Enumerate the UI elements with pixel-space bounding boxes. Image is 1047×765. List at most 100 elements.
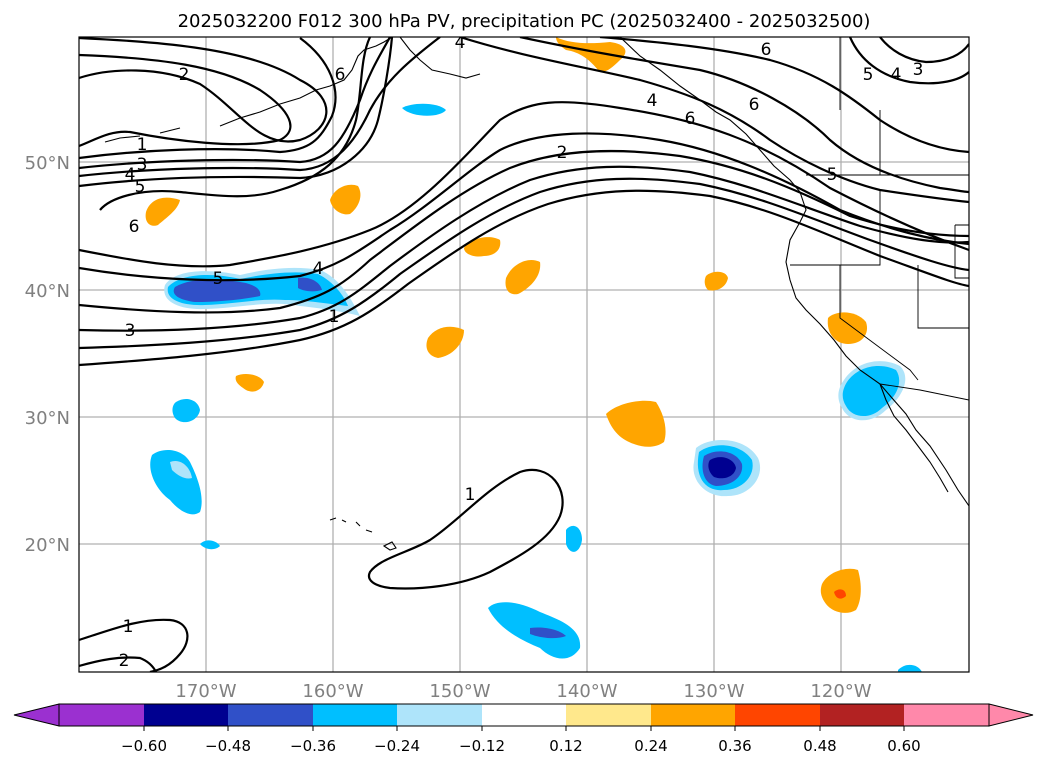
contour-label: 6 [761, 40, 772, 60]
contour-label: 3 [137, 155, 148, 175]
pv-contour-line [79, 618, 189, 672]
colorbar-tick-label: −0.12 [459, 737, 505, 755]
lon-label: 160°W [302, 681, 363, 702]
pv-contour-line [79, 37, 394, 188]
precip-negative-area [150, 449, 202, 515]
precip-negative-area [172, 398, 200, 423]
contour-label: 3 [913, 60, 924, 80]
pv-contour-line [79, 37, 328, 143]
state-border [917, 265, 969, 329]
colorbar-tick-label: 0.60 [887, 737, 920, 755]
precip-positive-area [235, 374, 264, 392]
contour-label: 2 [179, 65, 190, 85]
state-border [954, 224, 969, 279]
colorbar-segment [228, 704, 313, 726]
contour-label: 2 [557, 143, 568, 163]
pv-contour-line [79, 37, 391, 170]
contour-label: 1 [137, 135, 148, 155]
pv-contour-line [79, 189, 969, 367]
latitude-labels: 50°N 40°N 30°N 20°N [25, 153, 70, 556]
pv-contour-line [79, 37, 337, 160]
alaska-coast [399, 37, 481, 79]
pv-contours [79, 37, 969, 672]
pv-contour-line [879, 37, 969, 64]
contour-label: 5 [827, 165, 838, 185]
contour-label: 1 [329, 307, 340, 327]
colorbar-segment [144, 704, 228, 726]
colorbar-segment [820, 704, 904, 726]
hawaii-islands [329, 517, 397, 551]
precip-negative-area [566, 525, 582, 552]
precip-positive-area [505, 259, 541, 295]
contour-labels: 2 1 3 4 5 6 4 2 6 5 4 3 6 4 6 5 6 5 4 3 [119, 33, 924, 671]
us-west-coast [785, 221, 969, 507]
contour-label: 4 [313, 259, 324, 279]
contour-label: 3 [125, 321, 136, 341]
lat-label: 50°N [25, 153, 70, 174]
pv-contour-line [79, 37, 441, 178]
state-border [839, 265, 919, 381]
lon-label: 150°W [429, 681, 490, 702]
precip-positive-area [330, 184, 361, 215]
colorbar-ticks [143, 726, 905, 731]
contour-label: 5 [863, 65, 874, 85]
colorbar-segment [651, 704, 735, 726]
contour-label: 6 [335, 65, 346, 85]
precip-positive-area [426, 326, 464, 358]
pv-contour-line [848, 37, 969, 85]
precip-negative-area [173, 279, 261, 302]
pv-contour-line [599, 37, 969, 154]
colorbar-extend-right [988, 703, 1034, 727]
precip-negative-area [200, 540, 220, 550]
pv-contour-line [79, 101, 969, 268]
colorbar-segment [313, 704, 397, 726]
lon-label: 120°W [810, 681, 871, 702]
contour-label: 6 [129, 217, 140, 237]
precip-negative-area [402, 103, 446, 116]
pv-contour-line [99, 37, 371, 211]
contour-label: 5 [213, 269, 224, 289]
longitude-labels: 170°W 160°W 150°W 140°W 130°W 120°W [175, 681, 871, 702]
map-frame [78, 36, 970, 673]
lon-label: 140°W [556, 681, 617, 702]
map-plot-area: 2 1 3 4 5 6 4 2 6 5 4 3 6 4 6 5 6 5 4 3 [78, 33, 970, 673]
lat-label: 40°N [25, 281, 70, 302]
precip-negative-area [708, 457, 736, 479]
lat-label: 30°N [25, 408, 70, 429]
precip-negative-area [170, 460, 192, 479]
colorbar-tick-label: 0.48 [803, 737, 836, 755]
colorbar-extend-left [13, 703, 60, 727]
colorbar-tick-label: −0.36 [290, 737, 336, 755]
colorbar-tick-label: −0.24 [374, 737, 420, 755]
precip-negative-area [298, 277, 322, 292]
precip-positive-area [145, 197, 180, 226]
contour-label: 4 [891, 65, 902, 85]
contour-label: 1 [123, 617, 134, 637]
contour-label: 2 [119, 651, 130, 671]
colorbar-tick-label: 0.24 [634, 737, 667, 755]
state-border [839, 37, 881, 175]
pv-contour-line [79, 165, 969, 332]
coastlines [104, 37, 969, 551]
precip-negative-area [842, 366, 900, 417]
colorbar-segment [482, 704, 566, 726]
lon-label: 130°W [683, 681, 744, 702]
precip-negative-area [530, 627, 566, 639]
pv-contour-line [519, 37, 969, 194]
colorbar-segment [397, 704, 482, 726]
colorbar-tick-label: −0.60 [121, 737, 167, 755]
precip-negative-area [898, 664, 922, 672]
pv-contour-line [459, 37, 969, 204]
contour-label: 4 [455, 33, 466, 53]
precip-positive-area [834, 589, 846, 599]
colorbar-tick-label: 0.36 [718, 737, 751, 755]
precip-positive-area [464, 237, 501, 257]
colorbar: −0.60 −0.48 −0.36 −0.24 −0.12 0.12 0.24 … [13, 703, 1034, 755]
contour-label: 4 [125, 165, 136, 185]
pv-contour-line [79, 149, 969, 314]
canada-coast [619, 37, 807, 223]
political-borders [790, 37, 969, 401]
contour-label: 5 [135, 177, 146, 197]
pv-contour-line [79, 53, 292, 148]
